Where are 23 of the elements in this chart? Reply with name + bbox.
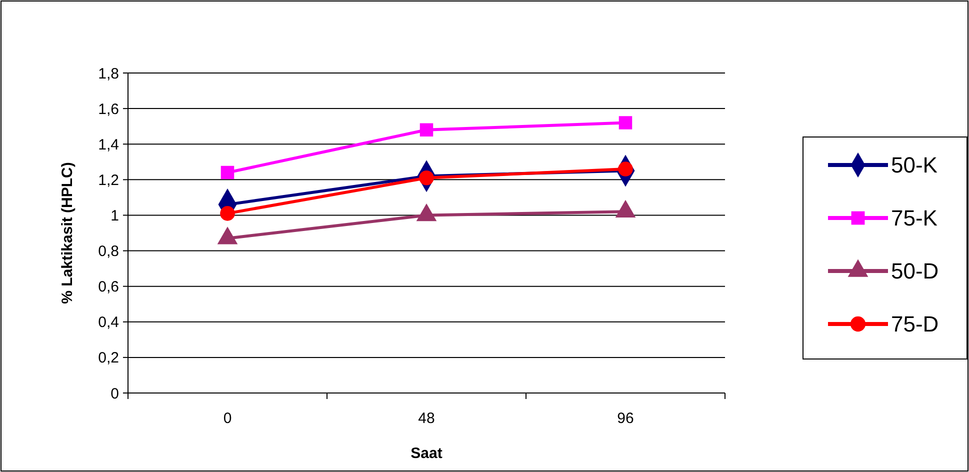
y-axis-title: % Laktikasit (HPLC) xyxy=(59,162,76,304)
x-tick-label: 48 xyxy=(418,410,435,427)
x-tick-label: 0 xyxy=(223,410,232,427)
point xyxy=(220,166,234,180)
x-tick-label: 96 xyxy=(617,410,634,427)
y-tick-label: 0 xyxy=(110,385,119,402)
y-tick-label: 1,6 xyxy=(98,100,119,118)
y-tick-label: 0,2 xyxy=(98,350,119,367)
legend-label: 50-K xyxy=(891,152,938,178)
legend-label: 75-D xyxy=(891,312,939,337)
legend-label: 75-K xyxy=(891,206,938,231)
y-tick-label: 0,8 xyxy=(98,243,119,260)
y-tick-label: 1,4 xyxy=(98,136,119,154)
legend-label: 50-D xyxy=(891,258,939,284)
point xyxy=(220,206,235,221)
y-tick-label: 0,4 xyxy=(98,314,119,332)
point xyxy=(618,116,632,130)
y-tick-label: 1 xyxy=(110,207,119,224)
y-tick-label: 1,8 xyxy=(98,65,119,82)
point xyxy=(420,123,434,137)
y-tick-label: 0,6 xyxy=(98,278,119,296)
y-tick-label: 1,2 xyxy=(98,172,119,189)
x-axis-title: Saat xyxy=(410,445,442,462)
